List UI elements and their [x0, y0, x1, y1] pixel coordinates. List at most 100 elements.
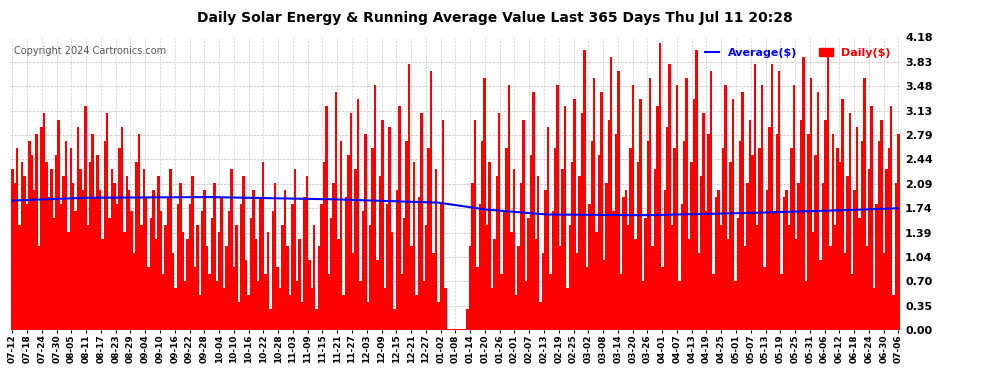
Bar	[481, 141, 483, 330]
Bar	[825, 120, 827, 330]
Bar	[837, 148, 839, 330]
Bar	[503, 211, 505, 330]
Bar	[249, 218, 252, 330]
Bar	[544, 190, 546, 330]
Bar	[347, 155, 349, 330]
Bar	[542, 253, 545, 330]
Bar	[515, 295, 518, 330]
Bar	[28, 141, 31, 330]
Bar	[248, 295, 249, 330]
Bar	[856, 127, 858, 330]
Bar	[24, 176, 26, 330]
Bar	[695, 50, 698, 330]
Bar	[74, 211, 77, 330]
Bar	[510, 232, 513, 330]
Bar	[535, 239, 537, 330]
Bar	[345, 197, 347, 330]
Bar	[554, 148, 556, 330]
Bar	[16, 148, 19, 330]
Bar	[785, 190, 788, 330]
Bar	[361, 211, 364, 330]
Bar	[703, 113, 705, 330]
Bar	[715, 197, 717, 330]
Bar	[573, 99, 576, 330]
Bar	[418, 197, 420, 330]
Bar	[86, 225, 89, 330]
Bar	[308, 260, 311, 330]
Bar	[549, 274, 551, 330]
Bar	[720, 225, 722, 330]
Bar	[732, 99, 735, 330]
Bar	[104, 141, 106, 330]
Bar	[532, 92, 535, 330]
Bar	[313, 225, 316, 330]
Bar	[865, 246, 868, 330]
Bar	[41, 127, 43, 330]
Bar	[637, 162, 640, 330]
Bar	[101, 239, 104, 330]
Bar	[586, 267, 588, 330]
Bar	[223, 288, 226, 330]
Bar	[683, 141, 685, 330]
Bar	[870, 106, 873, 330]
Bar	[266, 232, 269, 330]
Bar	[213, 183, 216, 330]
Bar	[627, 225, 630, 330]
Bar	[148, 267, 149, 330]
Bar	[625, 190, 627, 330]
Bar	[630, 148, 632, 330]
Bar	[291, 204, 293, 330]
Bar	[778, 71, 780, 330]
Bar	[379, 176, 381, 330]
Bar	[459, 328, 461, 330]
Bar	[793, 85, 795, 330]
Bar	[438, 302, 440, 330]
Bar	[67, 232, 69, 330]
Bar	[172, 253, 174, 330]
Bar	[737, 218, 739, 330]
Bar	[469, 246, 471, 330]
Bar	[537, 176, 540, 330]
Bar	[206, 246, 208, 330]
Bar	[335, 92, 338, 330]
Bar	[571, 162, 573, 330]
Bar	[820, 260, 822, 330]
Bar	[618, 71, 620, 330]
Bar	[559, 246, 561, 330]
Bar	[868, 169, 870, 330]
Text: Daily Solar Energy & Running Average Value Last 365 Days Thu Jul 11 20:28: Daily Solar Energy & Running Average Val…	[197, 11, 793, 25]
Bar	[642, 281, 644, 330]
Bar	[810, 78, 812, 330]
Bar	[231, 169, 233, 330]
Bar	[52, 218, 54, 330]
Bar	[94, 197, 96, 330]
Bar	[890, 106, 892, 330]
Bar	[194, 267, 196, 330]
Bar	[293, 169, 296, 330]
Bar	[89, 162, 91, 330]
Bar	[595, 232, 598, 330]
Bar	[815, 155, 817, 330]
Bar	[656, 106, 658, 330]
Bar	[795, 239, 797, 330]
Bar	[243, 176, 245, 330]
Bar	[546, 127, 549, 330]
Bar	[259, 197, 262, 330]
Bar	[31, 155, 33, 330]
Bar	[149, 218, 152, 330]
Bar	[843, 253, 846, 330]
Bar	[62, 176, 64, 330]
Bar	[775, 134, 778, 330]
Bar	[605, 183, 608, 330]
Bar	[540, 302, 542, 330]
Bar	[366, 302, 369, 330]
Legend: Average($), Daily($): Average($), Daily($)	[701, 43, 895, 62]
Bar	[238, 302, 240, 330]
Bar	[885, 169, 887, 330]
Bar	[635, 239, 637, 330]
Bar	[321, 204, 323, 330]
Bar	[600, 92, 603, 330]
Bar	[208, 274, 211, 330]
Bar	[296, 281, 298, 330]
Bar	[111, 169, 114, 330]
